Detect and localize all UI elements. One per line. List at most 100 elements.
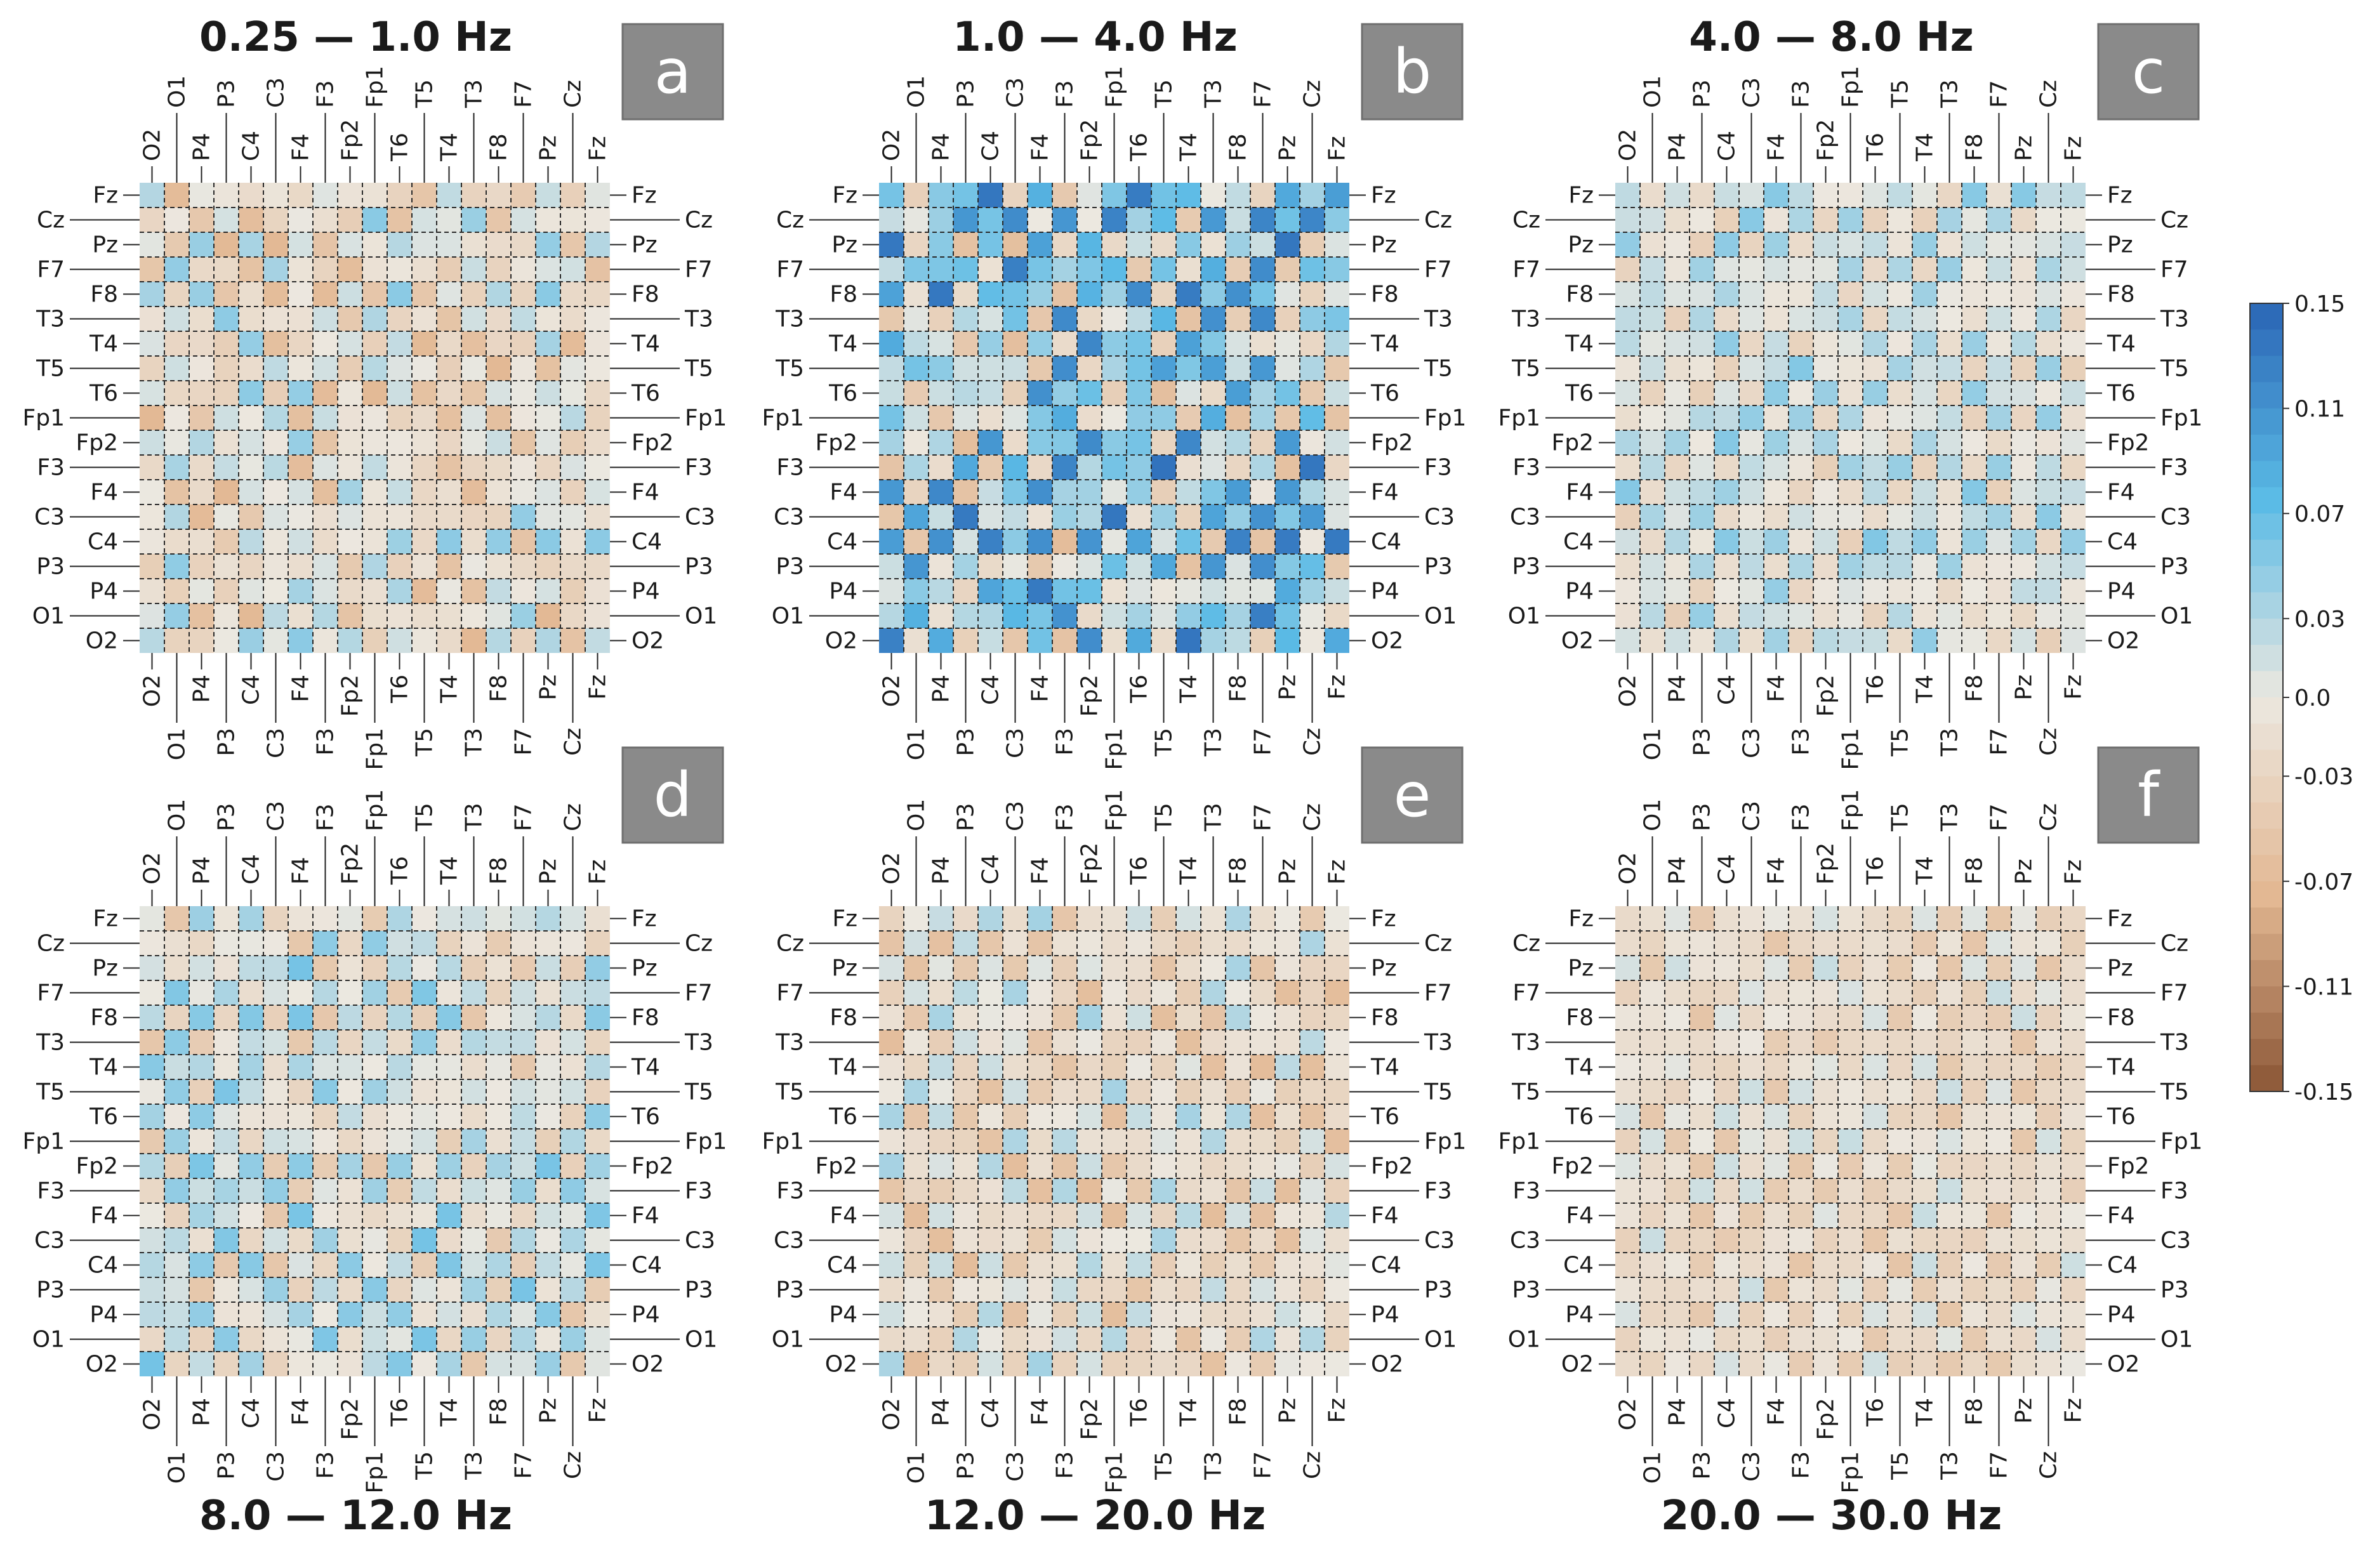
col-label-top: O1 — [164, 799, 190, 831]
heatmap-cell — [313, 603, 338, 628]
heatmap-cell — [437, 306, 461, 331]
row-label-left: Pz — [1568, 232, 1594, 258]
heatmap-cell — [1275, 529, 1300, 554]
heatmap-cell — [1003, 1203, 1028, 1228]
col-label-top: P3 — [953, 803, 979, 831]
heatmap-cell — [239, 1055, 263, 1079]
heatmap-cell — [536, 1327, 560, 1352]
heatmap-cell — [929, 980, 953, 1005]
heatmap-cell — [1028, 282, 1052, 306]
col-label-bottom: T4 — [1176, 675, 1202, 704]
panel-badge — [2097, 746, 2200, 844]
heatmap-cell — [879, 529, 904, 554]
heatmap-cell — [2036, 1055, 2061, 1079]
heatmap-cell — [1987, 1228, 2011, 1253]
heatmap-cell — [904, 306, 929, 331]
heatmap-cell — [1714, 1253, 1739, 1277]
heatmap-cell — [214, 931, 239, 956]
heatmap-cell — [1937, 1154, 1962, 1178]
heatmap-cell — [2061, 208, 2086, 232]
heatmap-cell — [1813, 603, 1838, 628]
col-label-bottom: Fp2 — [1813, 1398, 1839, 1440]
heatmap-cell — [239, 232, 263, 257]
heatmap-cell — [1813, 183, 1838, 208]
heatmap-cell — [437, 1104, 461, 1129]
heatmap-cell — [2036, 554, 2061, 579]
heatmap-cell — [239, 1203, 263, 1228]
row-label-left: T6 — [1564, 1104, 1594, 1130]
heatmap-cell — [1077, 306, 1102, 331]
row-label-right: T4 — [1370, 331, 1399, 357]
heatmap-cell — [1987, 956, 2011, 980]
heatmap-cell — [239, 529, 263, 554]
heatmap-cell — [1690, 1154, 1714, 1178]
heatmap-cell — [189, 306, 214, 331]
heatmap-cell — [1813, 1228, 1838, 1253]
heatmap-cell — [412, 208, 437, 232]
panel-letter: b — [1393, 36, 1432, 107]
heatmap-cell — [1690, 1079, 1714, 1104]
col-label-top: Fp1 — [362, 789, 388, 831]
heatmap-cell — [461, 257, 486, 282]
row-label-left: Pz — [831, 232, 857, 258]
heatmap-cell — [338, 504, 362, 529]
heatmap-cell — [978, 1203, 1003, 1228]
heatmap-cell — [978, 1178, 1003, 1203]
col-label-bottom: F8 — [486, 675, 512, 702]
heatmap-cell — [1226, 628, 1250, 653]
heatmap-cell — [1838, 381, 1863, 405]
heatmap-cell — [1300, 1327, 1325, 1352]
col-label-top: O2 — [140, 129, 166, 161]
heatmap-cell — [412, 430, 437, 455]
heatmap-cell — [879, 1129, 904, 1154]
heatmap-cell — [585, 183, 610, 208]
heatmap-cell — [511, 208, 536, 232]
heatmap-cell — [1102, 282, 1127, 306]
colorbar-band — [2250, 513, 2283, 541]
heatmap-cell — [1739, 1005, 1764, 1030]
heatmap-cell — [1250, 257, 1275, 282]
heatmap-cell — [1052, 1277, 1077, 1302]
heatmap-cell — [1615, 1178, 1640, 1203]
row-label-left: T3 — [1511, 1030, 1540, 1056]
heatmap-cell — [2061, 579, 2086, 603]
heatmap-cell — [904, 1030, 929, 1055]
heatmap-cell — [585, 1030, 610, 1055]
heatmap-cell — [1226, 1327, 1250, 1352]
heatmap-cell — [1102, 1277, 1127, 1302]
heatmap-cell — [486, 931, 511, 956]
heatmap-cell — [1764, 1277, 1789, 1302]
col-label-top: Pz — [536, 135, 562, 161]
heatmap-cell — [1714, 1203, 1739, 1228]
heatmap-cell — [1275, 1327, 1300, 1352]
col-label-top: C3 — [263, 77, 289, 108]
heatmap-cell — [585, 1253, 610, 1277]
heatmap-cell — [560, 381, 585, 405]
heatmap-cell — [1962, 931, 1987, 956]
row-label-left: F4 — [830, 480, 857, 506]
row-label-right: Fp1 — [685, 1129, 727, 1155]
heatmap-cell — [585, 257, 610, 282]
colorbar-tick-label: -0.07 — [2294, 869, 2353, 895]
heatmap-cell — [1077, 956, 1102, 980]
heatmap-cell — [164, 1253, 189, 1277]
heatmap-cell — [929, 405, 953, 430]
heatmap-cell — [2011, 1203, 2036, 1228]
heatmap-cell — [1250, 1203, 1275, 1228]
heatmap-cell — [1300, 1104, 1325, 1129]
heatmap-cell — [313, 1104, 338, 1129]
row-label-right: Fz — [2107, 906, 2133, 932]
heatmap-cell — [239, 1104, 263, 1129]
heatmap-cell — [387, 1253, 412, 1277]
heatmap-cell — [486, 282, 511, 306]
heatmap-cell — [2011, 1253, 2036, 1277]
heatmap-cell — [1052, 480, 1077, 504]
col-label-top: Cz — [560, 80, 586, 108]
heatmap-cell — [1863, 1079, 1888, 1104]
heatmap-cell — [1151, 1228, 1176, 1253]
heatmap-cell — [1937, 356, 1962, 381]
heatmap-cell — [263, 1055, 288, 1079]
heatmap-cell — [1962, 282, 1987, 306]
heatmap-cell — [953, 906, 978, 931]
